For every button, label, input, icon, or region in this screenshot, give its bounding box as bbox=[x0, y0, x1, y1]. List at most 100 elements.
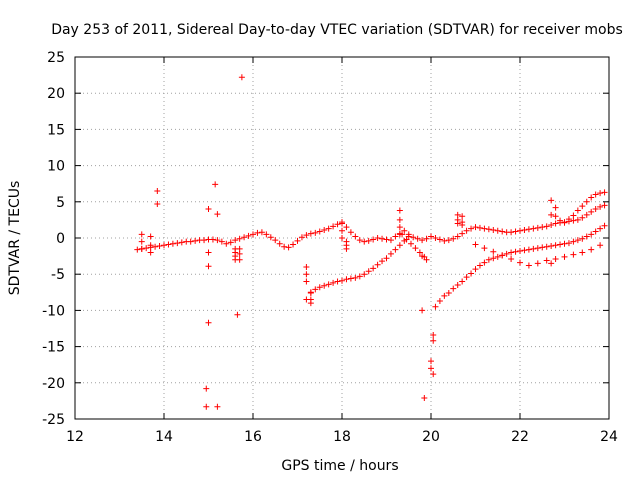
data-point bbox=[387, 250, 394, 257]
data-point bbox=[583, 198, 590, 205]
data-point bbox=[574, 207, 581, 214]
data-point bbox=[374, 261, 381, 268]
data-point bbox=[485, 256, 492, 263]
data-point bbox=[430, 371, 437, 378]
data-point bbox=[138, 231, 145, 238]
data-point bbox=[347, 275, 354, 282]
data-point bbox=[352, 274, 359, 281]
data-point bbox=[503, 250, 510, 257]
data-point bbox=[521, 227, 528, 234]
data-point bbox=[588, 231, 595, 238]
data-point bbox=[379, 258, 386, 265]
data-point bbox=[421, 395, 428, 402]
data-point bbox=[285, 244, 292, 251]
data-point bbox=[530, 245, 537, 252]
data-point bbox=[485, 226, 492, 233]
data-point bbox=[579, 235, 586, 242]
y-tick-labels: -25 -20 -15 -10 -5 0 5 10 15 20 25 bbox=[42, 50, 65, 428]
data-point bbox=[588, 246, 595, 253]
data-point bbox=[352, 233, 359, 240]
data-point bbox=[414, 235, 421, 242]
data-point bbox=[138, 238, 145, 245]
data-point bbox=[552, 242, 559, 249]
series-broad-band-upper-edge bbox=[552, 189, 608, 226]
data-point bbox=[236, 235, 243, 242]
data-point bbox=[548, 197, 555, 204]
data-point bbox=[543, 243, 550, 250]
data-point bbox=[254, 229, 261, 236]
data-point bbox=[396, 231, 403, 238]
y-tick-label: 5 bbox=[56, 195, 65, 211]
data-point bbox=[430, 332, 437, 339]
data-point bbox=[147, 242, 154, 249]
data-point bbox=[476, 224, 483, 231]
y-axis-label: SDTVAR / TECUs bbox=[7, 181, 23, 296]
data-point bbox=[583, 233, 590, 240]
data-point bbox=[276, 240, 283, 247]
y-tick-label: 10 bbox=[47, 159, 65, 175]
data-point bbox=[597, 242, 604, 249]
data-point bbox=[463, 227, 470, 234]
data-point bbox=[334, 278, 341, 285]
data-point bbox=[525, 226, 532, 233]
data-point bbox=[494, 227, 501, 234]
data-point bbox=[347, 229, 354, 236]
data-point bbox=[436, 236, 443, 243]
data-point bbox=[325, 225, 332, 232]
data-point bbox=[454, 282, 461, 289]
data-point bbox=[138, 245, 145, 252]
data-point bbox=[214, 211, 221, 218]
data-point bbox=[428, 233, 434, 240]
data-point bbox=[525, 262, 532, 269]
data-point bbox=[552, 213, 559, 220]
data-point bbox=[557, 241, 564, 248]
data-point bbox=[468, 270, 475, 277]
data-point bbox=[459, 230, 466, 237]
data-point bbox=[316, 284, 323, 291]
data-point bbox=[412, 245, 419, 252]
data-point bbox=[499, 252, 506, 259]
data-point bbox=[476, 262, 483, 269]
data-point bbox=[481, 245, 488, 252]
data-point bbox=[530, 225, 537, 232]
data-point bbox=[432, 303, 439, 310]
data-point bbox=[428, 365, 434, 372]
data-point bbox=[499, 228, 506, 235]
data-point bbox=[401, 227, 408, 234]
y-tick-label: -15 bbox=[42, 340, 65, 356]
data-point bbox=[316, 228, 323, 235]
series-main-trace bbox=[134, 202, 608, 253]
data-point bbox=[597, 203, 604, 210]
data-point bbox=[490, 255, 497, 262]
data-point bbox=[419, 307, 426, 314]
data-point bbox=[430, 337, 437, 344]
data-point bbox=[134, 246, 141, 253]
data-point bbox=[263, 231, 270, 238]
data-point bbox=[459, 278, 466, 285]
data-point bbox=[232, 237, 239, 244]
data-point bbox=[343, 245, 350, 252]
data-point bbox=[178, 239, 185, 246]
data-point bbox=[548, 260, 555, 267]
grid bbox=[75, 57, 609, 419]
data-point bbox=[161, 242, 167, 249]
data-point bbox=[579, 203, 586, 210]
data-point bbox=[592, 206, 599, 213]
data-point bbox=[250, 231, 256, 238]
series-lower-branch bbox=[303, 233, 412, 303]
data-point bbox=[343, 224, 350, 231]
data-point bbox=[468, 225, 475, 232]
data-point bbox=[570, 217, 577, 224]
data-point bbox=[383, 255, 390, 262]
data-point bbox=[561, 253, 568, 260]
data-point bbox=[459, 221, 466, 228]
data-point bbox=[312, 229, 319, 236]
y-tick-label: -20 bbox=[42, 376, 65, 392]
data-point bbox=[356, 273, 363, 280]
data-point bbox=[370, 236, 377, 243]
data-point bbox=[508, 229, 515, 236]
data-point bbox=[543, 257, 550, 264]
data-point bbox=[238, 74, 245, 81]
data-point bbox=[552, 255, 559, 262]
data-point bbox=[539, 224, 546, 231]
